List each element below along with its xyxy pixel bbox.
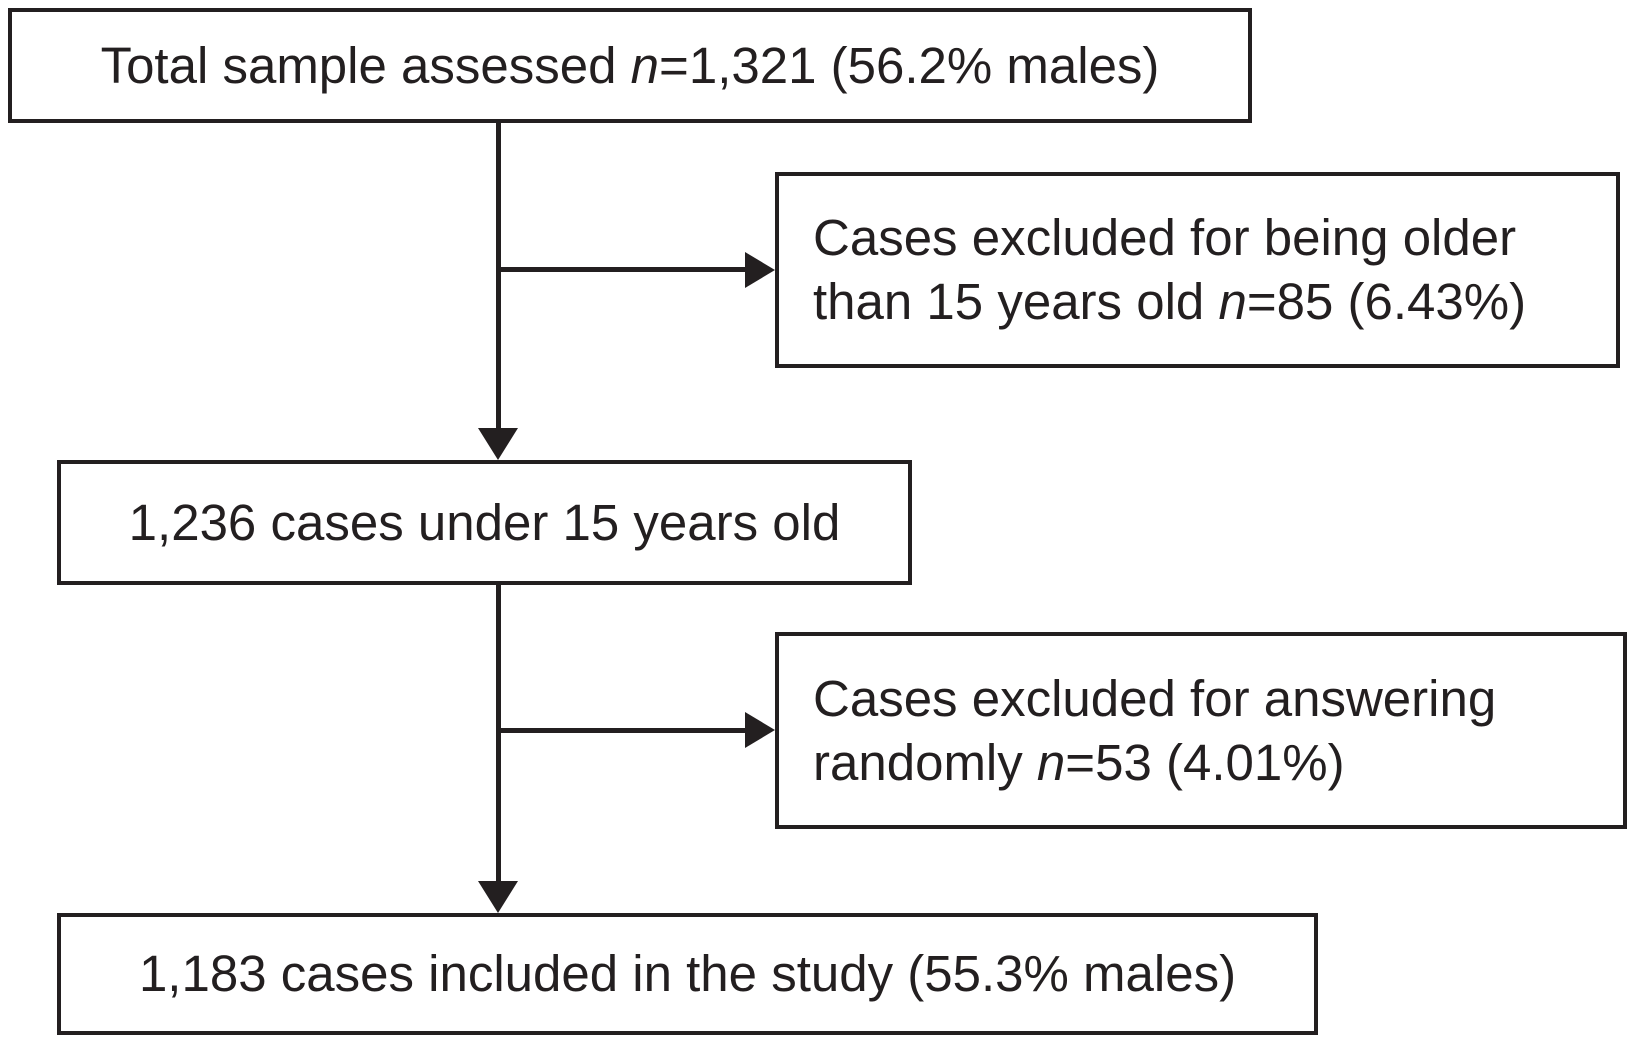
italic-n-symbol: n <box>630 36 660 94</box>
node-included-in-study-text: 1,183 cases included in the study (55.3%… <box>138 945 1237 1003</box>
text-segment: randomly <box>813 733 1037 791</box>
node-under-15: 1,236 cases under 15 years old <box>57 460 912 585</box>
node-excluded-age-line1: Cases excluded for being older <box>813 209 1517 266</box>
arrowhead-down-to-under15 <box>478 428 518 460</box>
italic-n-symbol: n <box>1218 273 1247 330</box>
text-segment: Total sample assessed <box>100 36 631 94</box>
node-excluded-age: Cases excluded for being older than 15 y… <box>775 172 1620 368</box>
italic-n-symbol: n <box>1036 733 1066 791</box>
connector-branch-to-excluded-random <box>498 728 748 733</box>
connector-under15-to-included <box>496 585 501 881</box>
node-total-sample-text: Total sample assessed n=1,321 (56.2% mal… <box>101 34 1160 98</box>
text-segment: than 15 years old <box>813 273 1219 330</box>
text-segment: =1,321 (56.2% males) <box>659 36 1160 94</box>
node-under-15-text: 1,236 cases under 15 years old <box>128 493 841 551</box>
node-excluded-age-line2: than 15 years old n=85 (6.43%) <box>813 270 1616 334</box>
text-segment: =53 (4.01%) <box>1065 733 1345 791</box>
connector-total-to-under15 <box>496 123 501 428</box>
node-excluded-random: Cases excluded for answering randomly n=… <box>775 632 1627 829</box>
arrowhead-right-to-excluded-age <box>745 252 775 288</box>
node-included-in-study: 1,183 cases included in the study (55.3%… <box>57 913 1318 1035</box>
node-excluded-random-line2: randomly n=53 (4.01%) <box>813 731 1623 795</box>
node-excluded-random-line1: Cases excluded for answering <box>813 669 1497 727</box>
arrowhead-down-to-included <box>478 881 518 913</box>
connector-branch-to-excluded-age <box>498 267 748 272</box>
node-total-sample: Total sample assessed n=1,321 (56.2% mal… <box>8 8 1252 123</box>
arrowhead-right-to-excluded-random <box>745 712 775 748</box>
text-segment: =85 (6.43%) <box>1246 273 1527 330</box>
